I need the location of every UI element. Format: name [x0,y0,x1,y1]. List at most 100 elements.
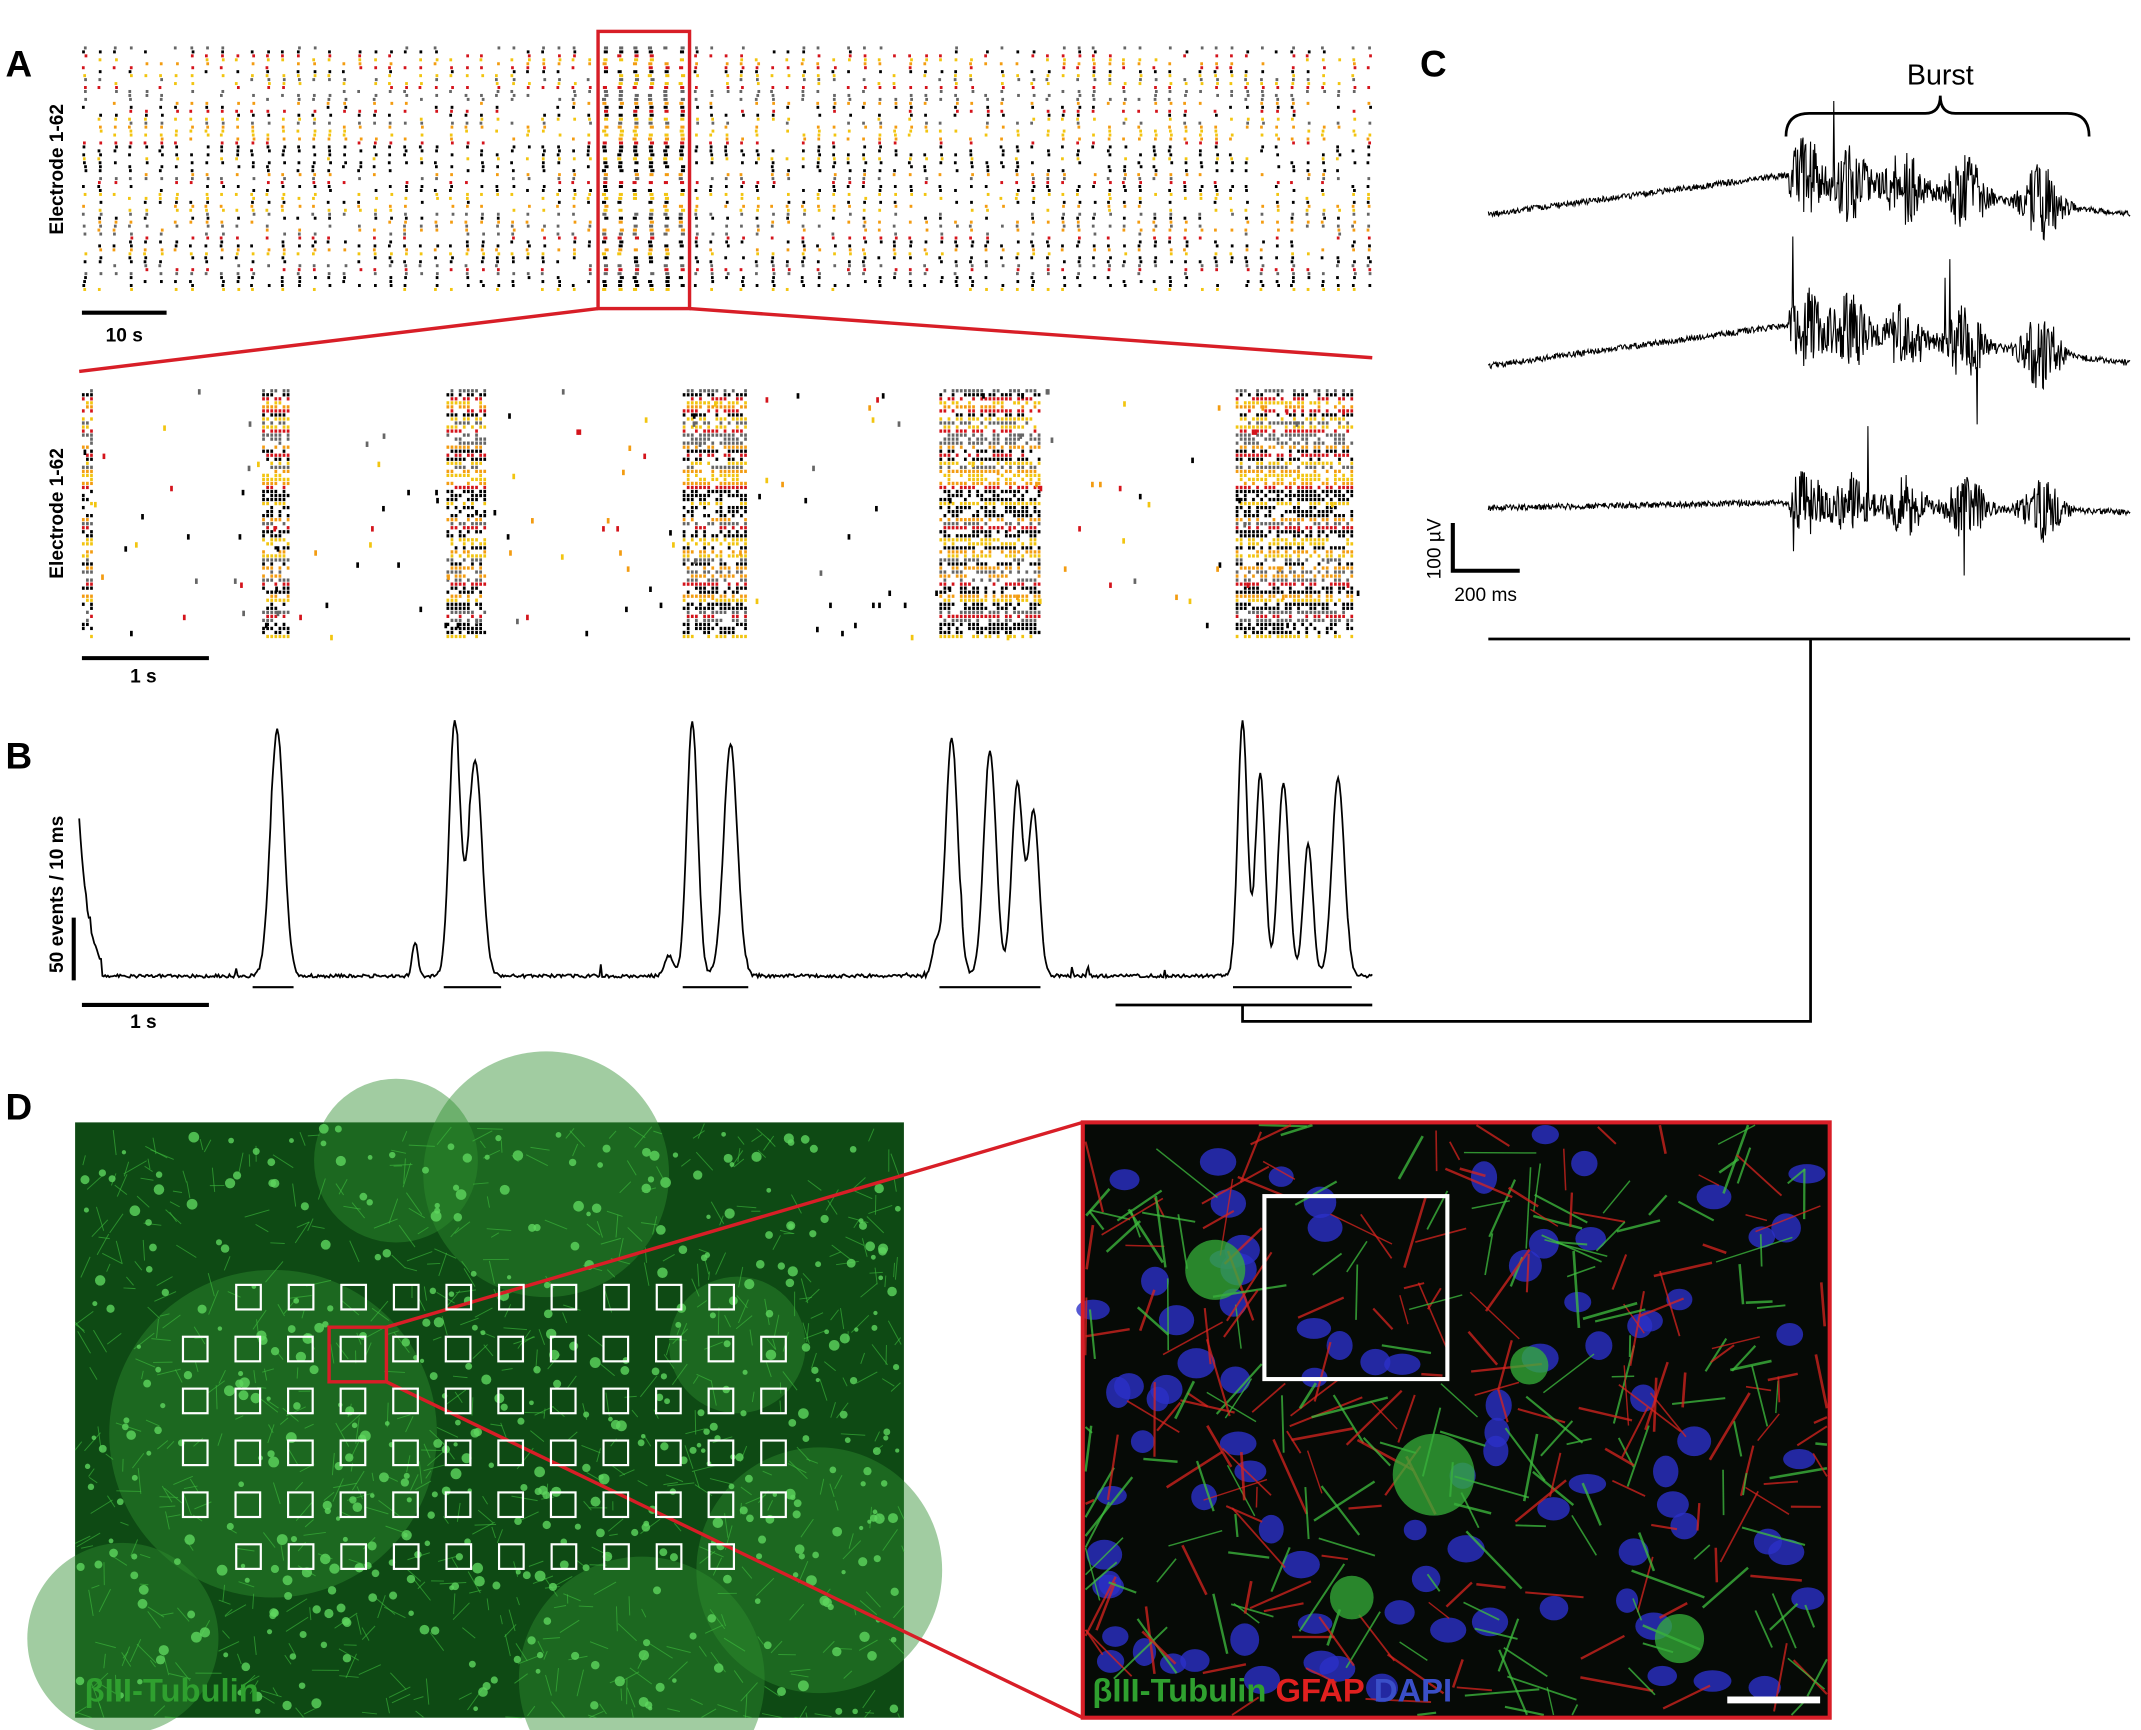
spike [939,141,943,145]
spike [1046,181,1050,185]
spike [1199,192,1203,196]
spike [405,188,408,192]
spike [602,200,607,204]
spike [725,224,729,228]
spike [703,554,706,558]
spike [1184,157,1188,161]
spike [939,188,942,192]
spike [81,465,85,469]
spike [82,145,86,149]
spike [1001,125,1005,129]
spike [863,145,867,149]
spike [221,284,225,288]
spike [450,566,454,570]
spike [266,526,269,530]
spike [342,181,346,185]
spike [1336,284,1340,288]
spike [282,582,286,586]
spike [1291,200,1295,204]
spike [1047,236,1051,240]
spike [433,62,437,66]
spike [454,461,458,465]
spike [976,473,980,478]
spike [389,62,393,66]
spike [282,522,286,526]
spike [972,542,975,546]
spike [479,397,482,401]
spike [665,125,670,129]
spike [1030,121,1033,125]
spike [939,461,943,465]
spike [744,550,747,554]
spike [910,165,913,169]
spike [894,192,897,196]
spike [1031,161,1034,165]
spike [618,113,623,117]
spike [740,578,743,582]
spike [471,562,474,566]
spike [976,457,980,461]
spike [976,618,980,623]
spike [1337,82,1341,86]
spike [723,445,727,449]
spike [943,405,947,409]
spike [988,618,992,623]
spike [483,493,487,498]
spike [635,264,640,268]
spike [129,260,133,264]
spike [711,469,715,473]
spike [278,626,282,631]
spike [695,161,698,165]
spike [679,244,684,248]
spike [1290,105,1294,109]
spike [90,469,93,473]
spike [99,165,102,169]
spike [740,421,743,425]
spike [220,276,223,280]
spike [449,196,452,200]
spike [725,137,729,141]
spike [190,177,194,181]
spike [145,224,149,228]
spike [939,137,942,141]
spike [943,578,947,582]
spike [175,101,179,105]
spike [1109,181,1112,185]
spike [220,181,224,185]
spike [954,248,958,252]
spike [744,501,747,506]
spike [1367,248,1371,252]
spike [511,284,515,288]
spike [454,594,458,598]
spike [1292,113,1296,117]
spike [833,188,836,192]
spike [1306,70,1310,74]
spike [740,224,743,228]
spike [190,272,194,276]
spike [690,497,694,502]
spike [992,437,996,441]
spike [388,185,392,189]
spike [963,465,967,469]
spike [466,505,470,510]
spike [497,62,500,66]
spike [454,429,458,433]
spike [1046,82,1050,86]
spike [282,614,286,618]
spike [968,389,971,393]
spike [1122,86,1125,90]
spike [313,173,317,177]
spike [497,220,500,224]
spike [454,618,458,623]
spike [664,244,669,248]
spike [878,149,881,153]
spike [1368,244,1371,248]
spike [710,89,714,93]
spike [1032,248,1035,252]
spike [1262,240,1265,244]
spike [270,578,274,582]
spike [723,598,727,602]
spike [86,469,89,473]
spike [680,264,685,268]
spike [450,449,454,453]
